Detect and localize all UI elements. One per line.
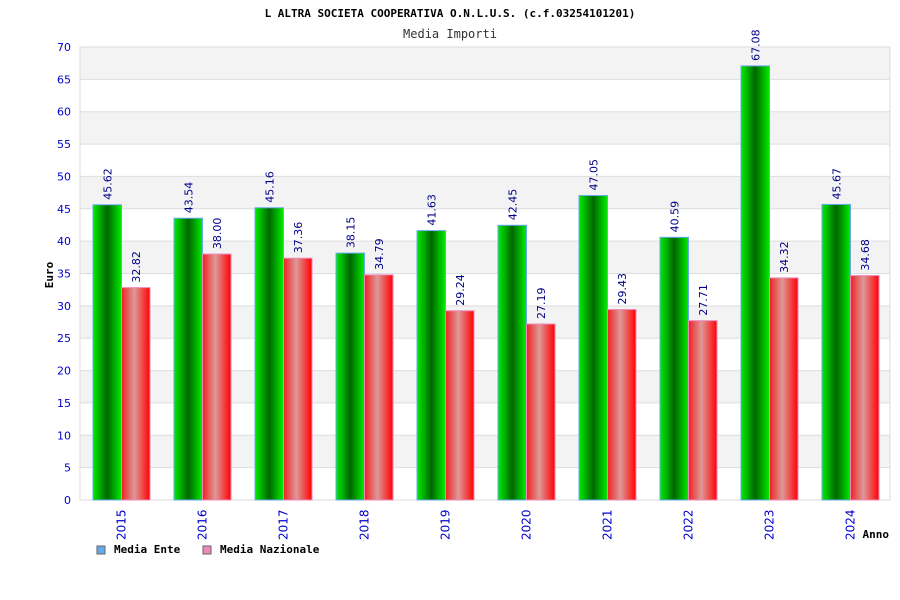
bar-media-nazionale xyxy=(850,275,880,501)
x-tick-label: 2019 xyxy=(439,509,453,540)
data-label: 34.68 xyxy=(859,239,872,271)
bar-media-nazionale xyxy=(283,257,313,501)
data-label: 67.08 xyxy=(749,29,762,61)
bar-media-ente xyxy=(659,236,689,501)
y-tick-label: 50 xyxy=(57,170,71,183)
x-tick-label: 2023 xyxy=(763,509,777,540)
legend: Media Ente Media Nazionale xyxy=(96,543,320,556)
bar-media-nazionale xyxy=(121,287,151,501)
x-axis-label: Anno xyxy=(863,528,890,541)
data-label: 27.71 xyxy=(697,284,710,316)
x-tick-label: 2022 xyxy=(682,509,696,540)
bar-media-nazionale xyxy=(607,309,637,501)
bar-media-nazionale xyxy=(769,277,799,501)
bar-media-ente xyxy=(92,204,122,501)
chart-subtitle: Media Importi xyxy=(403,27,497,41)
y-tick-label: 45 xyxy=(57,203,71,216)
y-axis-label: Euro xyxy=(43,261,56,288)
y-tick-label: 55 xyxy=(57,138,71,151)
x-tick-label: 2017 xyxy=(277,509,291,540)
legend-label-media-nazionale: Media Nazionale xyxy=(220,543,320,556)
data-label: 27.19 xyxy=(535,288,548,320)
bar-media-ente xyxy=(335,252,365,501)
legend-swatch-media-nazionale xyxy=(202,545,212,555)
x-tick-label: 2018 xyxy=(358,509,372,540)
x-tick-label: 2020 xyxy=(520,509,534,540)
bar-media-ente xyxy=(740,65,770,501)
data-label: 29.24 xyxy=(454,274,467,306)
y-tick-label: 20 xyxy=(57,365,71,378)
y-tick-label: 15 xyxy=(57,397,71,410)
legend-swatch-media-ente xyxy=(96,545,106,555)
x-tick-label: 2021 xyxy=(601,509,615,540)
y-tick-label: 70 xyxy=(57,41,71,54)
bar-media-nazionale xyxy=(202,253,232,501)
data-label: 45.16 xyxy=(263,171,276,203)
y-tick-label: 60 xyxy=(57,106,71,119)
bar-media-nazionale xyxy=(526,323,556,501)
y-tick-label: 35 xyxy=(57,268,71,281)
bar-media-nazionale xyxy=(688,320,718,501)
data-label: 41.63 xyxy=(425,194,438,226)
data-label: 29.43 xyxy=(616,273,629,305)
bar-media-ente xyxy=(254,207,284,501)
x-tick-label: 2015 xyxy=(115,509,129,540)
y-tick-label: 10 xyxy=(57,429,71,442)
y-tick-label: 65 xyxy=(57,73,71,86)
data-label: 38.00 xyxy=(211,218,224,250)
data-label: 45.67 xyxy=(830,168,843,200)
bar-media-ente xyxy=(821,203,851,501)
y-tick-label: 30 xyxy=(57,300,71,313)
bar-media-ente xyxy=(578,195,608,501)
y-tick-label: 5 xyxy=(64,462,71,475)
data-label: 40.59 xyxy=(668,201,681,233)
data-label: 32.82 xyxy=(130,251,143,283)
chart-title: L ALTRA SOCIETA COOPERATIVA O.N.L.U.S. (… xyxy=(265,7,636,20)
data-label: 45.62 xyxy=(101,168,114,200)
x-tick-label: 2024 xyxy=(844,509,858,540)
data-label: 38.15 xyxy=(344,217,357,249)
x-tick-label: 2016 xyxy=(196,509,210,540)
data-label: 43.54 xyxy=(182,182,195,214)
bar-media-ente xyxy=(173,217,203,501)
bar-media-ente xyxy=(497,224,527,501)
y-tick-label: 40 xyxy=(57,235,71,248)
bar-media-nazionale xyxy=(445,310,475,501)
data-label: 34.79 xyxy=(373,238,386,270)
data-label: 37.36 xyxy=(292,222,305,254)
bar-media-nazionale xyxy=(364,274,394,501)
data-label: 42.45 xyxy=(506,189,519,221)
data-label: 47.05 xyxy=(587,159,600,191)
y-tick-label: 25 xyxy=(57,332,71,345)
data-label: 34.32 xyxy=(778,241,791,273)
y-tick-label: 0 xyxy=(64,494,71,507)
plot-border xyxy=(79,46,891,501)
legend-label-media-ente: Media Ente xyxy=(114,543,181,556)
bar-media-ente xyxy=(416,230,446,501)
